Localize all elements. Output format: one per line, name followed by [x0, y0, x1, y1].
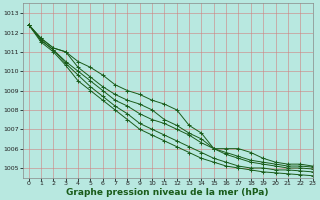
X-axis label: Graphe pression niveau de la mer (hPa): Graphe pression niveau de la mer (hPa) [66, 188, 269, 197]
